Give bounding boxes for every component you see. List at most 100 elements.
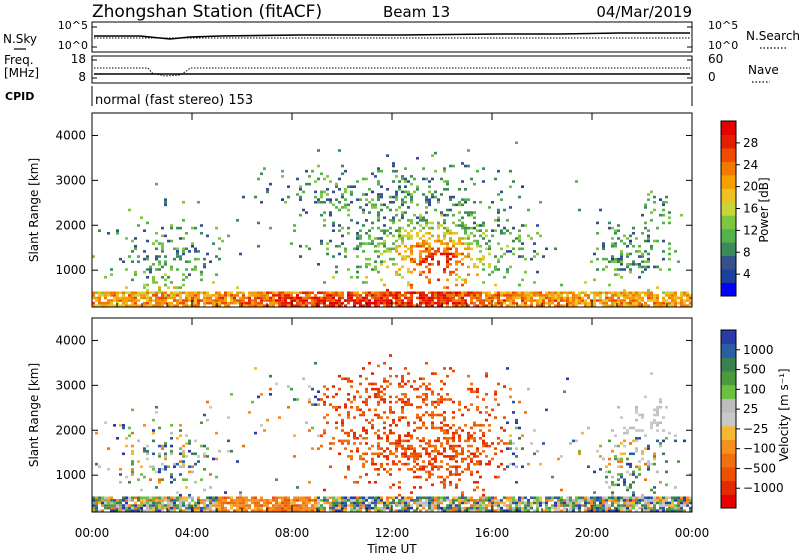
scatter-cell [305,496,308,500]
scatter-cell [485,444,488,448]
scatter-cell [164,444,167,448]
scatter-cell [650,244,653,248]
scatter-cell [338,405,341,409]
scatter-cell [620,257,623,261]
scatter-cell [251,301,254,305]
scatter-cell [257,504,260,507]
scatter-cell [428,506,431,510]
scatter-cell [299,213,302,217]
scatter-cell [308,499,311,502]
scatter-cell [380,169,383,173]
scatter-cell [233,296,236,300]
scatter-cell [281,501,284,505]
scatter-cell [425,296,428,300]
scatter-cell [377,244,380,248]
scatter-cell [617,478,620,481]
scatter-cell [647,444,650,448]
scatter-cell [335,301,338,305]
scatter-cell [479,291,482,295]
scatter-cell [161,504,164,507]
scatter-cell [239,301,242,305]
scatter-cell [452,203,455,207]
scatter-cell [473,216,476,220]
scatter-cell [653,421,656,425]
scatter-cell [356,506,359,510]
scatter-cell [389,374,392,378]
scatter-cell [686,504,689,507]
scatter-cell [407,291,410,295]
scatter-cell [365,263,368,266]
scatter-cell [134,273,137,276]
scatter-cell [509,250,512,253]
scatter-cell [680,499,683,502]
scatter-cell [485,509,488,512]
scatter-cell [635,263,638,266]
scatter-cell [662,213,665,217]
scatter-cell [374,237,377,240]
scatter-cell [521,447,524,450]
scatter-cell [626,237,629,240]
scatter-cell [395,273,398,276]
scatter-cell [524,496,527,500]
scatter-cell [377,169,380,173]
scatter-cell [365,299,368,302]
scatter-cell [569,296,572,300]
scatter-cell [581,431,584,435]
scatter-cell [98,291,101,295]
scatter-cell [437,449,440,453]
scatter-cell [323,400,326,404]
scatter-cell [611,244,614,248]
scatter-cell [431,483,434,487]
scatter-cell [512,509,515,512]
scatter-cell [368,237,371,240]
scatter-cell [371,426,374,430]
scatter-cell [119,473,122,476]
scatter-cell [341,164,344,168]
scatter-cell [92,255,95,258]
scatter-cell [92,501,95,505]
scatter-cell [467,255,470,258]
scatter-cell [500,294,503,297]
scatter-cell [125,296,128,300]
scatter-cell [413,475,416,479]
scatter-cell [452,457,455,461]
scatter-cell [374,504,377,507]
scatter-cell [533,429,536,432]
scatter-cell [179,499,182,502]
scatter-cell [359,198,362,201]
scatter-cell [173,509,176,512]
colorbar-swatch [721,466,736,482]
scatter-cell [425,221,428,225]
scatter-cell [278,299,281,302]
scatter-cell [344,501,347,505]
scatter-cell [113,501,116,505]
scatter-cell [386,434,389,437]
scatter-cell [596,291,599,295]
scatter-cell [668,496,671,500]
scatter-cell [401,385,404,388]
scatter-cell [221,499,224,502]
scatter-cell [452,501,455,505]
scatter-cell [230,501,233,505]
scatter-cell [479,499,482,502]
scatter-cell [410,195,413,199]
y-tick-label: 1000 [55,468,86,482]
scatter-cell [431,154,434,157]
scatter-cell [509,304,512,307]
scatter-cell [299,198,302,201]
scatter-cell [569,499,572,502]
scatter-cell [668,247,671,251]
scatter-cell [206,496,209,500]
scatter-cell [380,195,383,199]
scatter-cell [203,444,206,448]
scatter-cell [614,273,617,276]
scatter-cell [488,424,491,427]
scatter-cell [614,499,617,502]
scatter-cell [599,501,602,505]
scatter-cell [689,296,692,300]
scatter-cell [482,180,485,183]
scatter-cell [638,294,641,297]
scatter-cell [260,499,263,502]
scatter-cell [344,299,347,302]
